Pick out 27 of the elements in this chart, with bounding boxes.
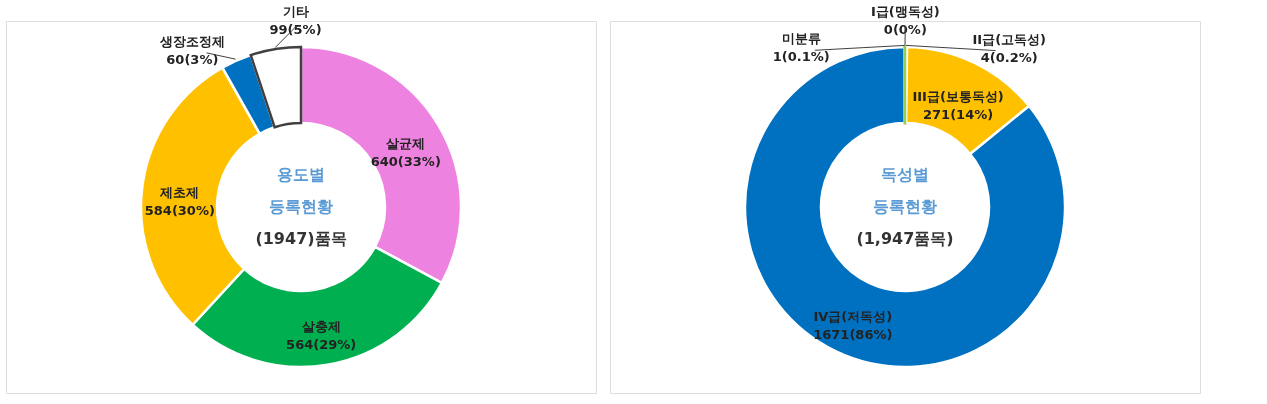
data-label: 4(0.2%) (980, 49, 1038, 65)
slice-label: 기타 (282, 3, 309, 19)
data-label: 60(3%) (166, 52, 219, 68)
data-label: 271(14%) (923, 107, 994, 123)
slice-label: II급(고독성) (972, 31, 1047, 47)
slice-label: 살충제 (301, 319, 341, 335)
slice-label: IV급(저독성) (813, 309, 893, 325)
data-label: 1(0.1%) (772, 49, 830, 65)
data-label: 564(29%) (286, 337, 357, 353)
text: 등록현황 (873, 197, 937, 216)
text: 용도별 (277, 165, 325, 184)
text: 0(0%) (883, 21, 927, 37)
data-label: 584(30%) (144, 202, 215, 218)
slice-label: 생장조정제 (158, 34, 225, 50)
text: (1,947품목) (856, 229, 954, 248)
data-label: 1671(86%) (813, 327, 893, 343)
slice-label: 살균제 (386, 136, 426, 152)
data-label: 99(5%) (269, 21, 322, 37)
slice-label: III급(보통독성) (912, 89, 1004, 105)
text: 등록현황 (269, 197, 333, 216)
data-label: 640(33%) (370, 154, 441, 170)
category-label: I급(맹독성) (870, 3, 940, 19)
donut-slice (743, 45, 1067, 368)
text: (1947)품목 (255, 229, 347, 248)
text: 독성별 (881, 165, 929, 184)
slice-label: 미분류 (781, 31, 821, 47)
slice-label: 제초제 (159, 184, 200, 200)
